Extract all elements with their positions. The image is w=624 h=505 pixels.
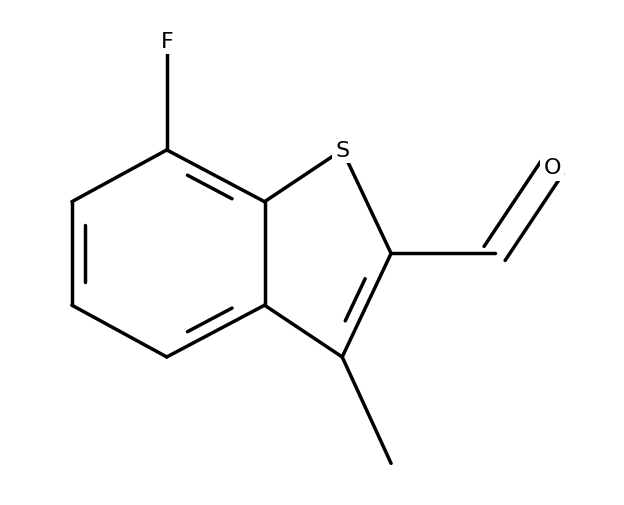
Text: S: S <box>335 140 349 161</box>
Text: F: F <box>160 32 173 52</box>
Text: O: O <box>544 158 561 178</box>
